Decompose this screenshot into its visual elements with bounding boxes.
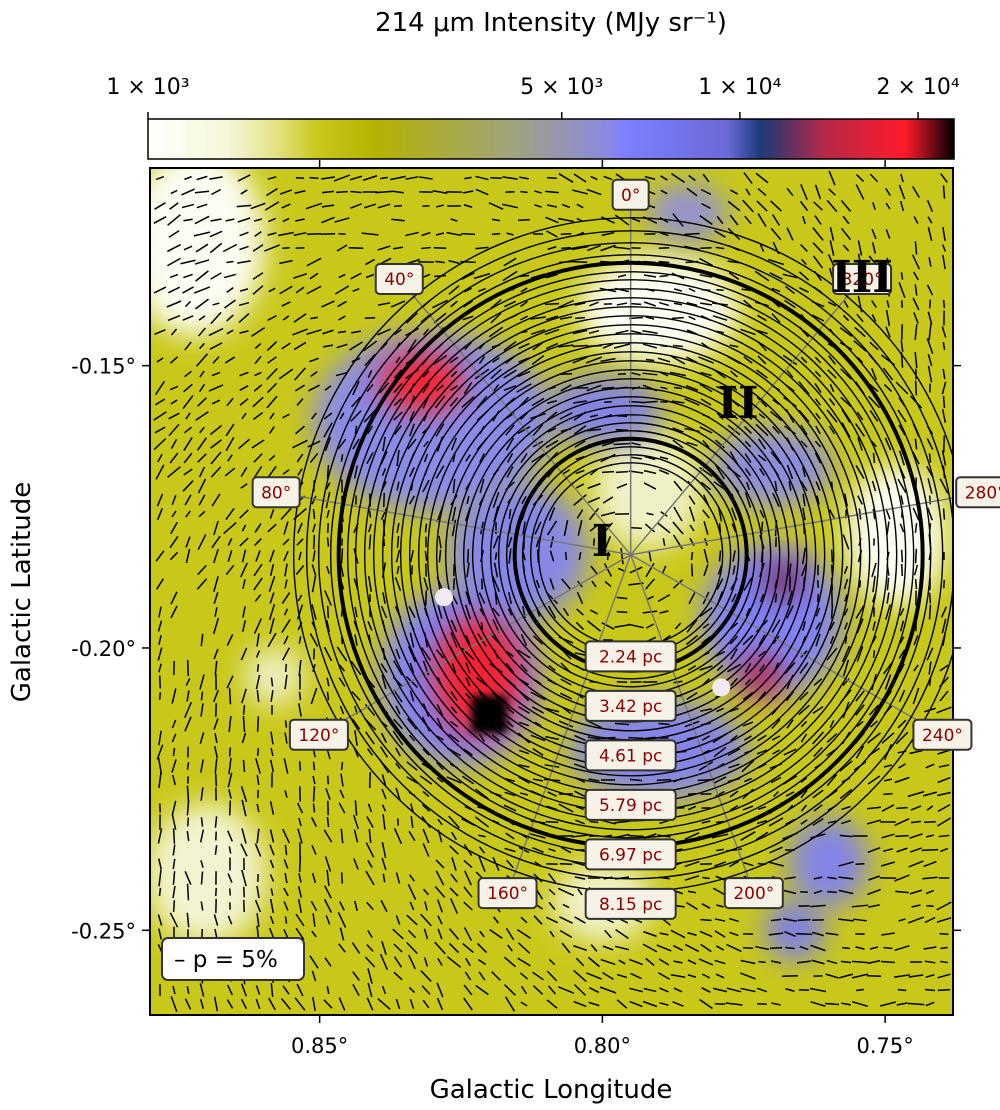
angle-label: 80° bbox=[251, 476, 301, 509]
radial-label: 4.61 pc bbox=[584, 739, 677, 772]
angle-label: 280° bbox=[955, 476, 1000, 509]
colorbar-gradient bbox=[147, 118, 955, 160]
source-marker bbox=[712, 678, 731, 697]
angle-label: 320° bbox=[832, 263, 893, 296]
y-tick-label: -0.20° bbox=[71, 637, 136, 661]
plot-area: 0.85° 0.80° 0.75° -0.15° -0.20° -0.25° 0° 40° 8… bbox=[71, 160, 1000, 1058]
svg-text:4.61 pc: 4.61 pc bbox=[599, 746, 662, 766]
svg-text:8.15 pc: 8.15 pc bbox=[599, 895, 662, 915]
svg-text:40°: 40° bbox=[384, 270, 414, 290]
radial-label: 5.79 pc bbox=[584, 788, 677, 821]
colorbar-tick-label: 2 × 10⁴ bbox=[876, 75, 959, 100]
colorbar: 214 μm Intensity (MJy sr⁻¹) 1 × 10³ 5 × 1… bbox=[106, 8, 960, 160]
radial-labels: 2.24 pc 3.42 pc 4.61 pc 5.79 pc 6.97 pc 8.15 … bbox=[584, 640, 677, 920]
axis-ticks: 0.85° 0.80° 0.75° -0.15° -0.20° -0.25° bbox=[71, 160, 961, 1058]
colorbar-title: 214 μm Intensity (MJy sr⁻¹) bbox=[375, 8, 727, 38]
legend-box bbox=[161, 937, 305, 981]
region-label-III: III bbox=[831, 252, 893, 303]
x-axis-label: Galactic Longitude bbox=[430, 1075, 673, 1105]
angle-label: 0° bbox=[611, 178, 650, 211]
radial-label: 3.42 pc bbox=[584, 689, 677, 722]
angle-label: 160° bbox=[477, 877, 538, 910]
svg-text:3.42 pc: 3.42 pc bbox=[599, 697, 662, 717]
svg-text:5.79 pc: 5.79 pc bbox=[599, 796, 662, 816]
colorbar-tick-label: 1 × 10⁴ bbox=[698, 75, 781, 100]
radial-label: 6.97 pc bbox=[584, 838, 677, 871]
source-marker bbox=[435, 588, 454, 607]
source-markers bbox=[435, 588, 731, 697]
x-tick-label: 0.85° bbox=[291, 1034, 348, 1058]
colorbar-tick-label: 5 × 10³ bbox=[520, 75, 603, 100]
svg-text:160°: 160° bbox=[487, 884, 528, 904]
angle-label: 40° bbox=[374, 263, 424, 296]
radial-label: 8.15 pc bbox=[584, 887, 677, 920]
svg-text:280°: 280° bbox=[965, 483, 1000, 503]
angle-label: 200° bbox=[723, 877, 784, 910]
angle-label: 240° bbox=[912, 718, 973, 751]
legend: – p = 5% bbox=[161, 937, 305, 981]
svg-text:0°: 0° bbox=[621, 186, 640, 206]
y-tick-label: -0.15° bbox=[71, 355, 136, 379]
y-tick-label: -0.25° bbox=[71, 919, 136, 943]
svg-text:320°: 320° bbox=[842, 270, 883, 290]
x-tick-label: 0.75° bbox=[857, 1034, 914, 1058]
svg-text:240°: 240° bbox=[922, 726, 963, 746]
radial-label: 2.24 pc bbox=[584, 640, 677, 673]
svg-text:2.24 pc: 2.24 pc bbox=[599, 647, 662, 667]
svg-text:120°: 120° bbox=[298, 726, 339, 746]
y-axis-label: Galactic Latitude bbox=[7, 482, 37, 703]
angle-label: 120° bbox=[288, 718, 349, 751]
region-label-II: II bbox=[717, 378, 758, 429]
svg-text:6.97 pc: 6.97 pc bbox=[599, 845, 662, 865]
colorbar-ticks: 1 × 10³ 5 × 10³ 1 × 10⁴ 2 × 10⁴ bbox=[106, 75, 960, 119]
angle-labels: 0° 40° 80° 120° 160° 200° 240° 280° 320° bbox=[251, 178, 1000, 910]
svg-text:200°: 200° bbox=[733, 884, 774, 904]
x-tick-label: 0.80° bbox=[574, 1034, 631, 1058]
region-label-I: I bbox=[592, 516, 613, 567]
plot-frame bbox=[149, 167, 954, 1016]
svg-text:80°: 80° bbox=[261, 483, 291, 503]
colorbar-tick-label: 1 × 10³ bbox=[106, 75, 189, 100]
legend-label: – p = 5% bbox=[174, 947, 278, 973]
